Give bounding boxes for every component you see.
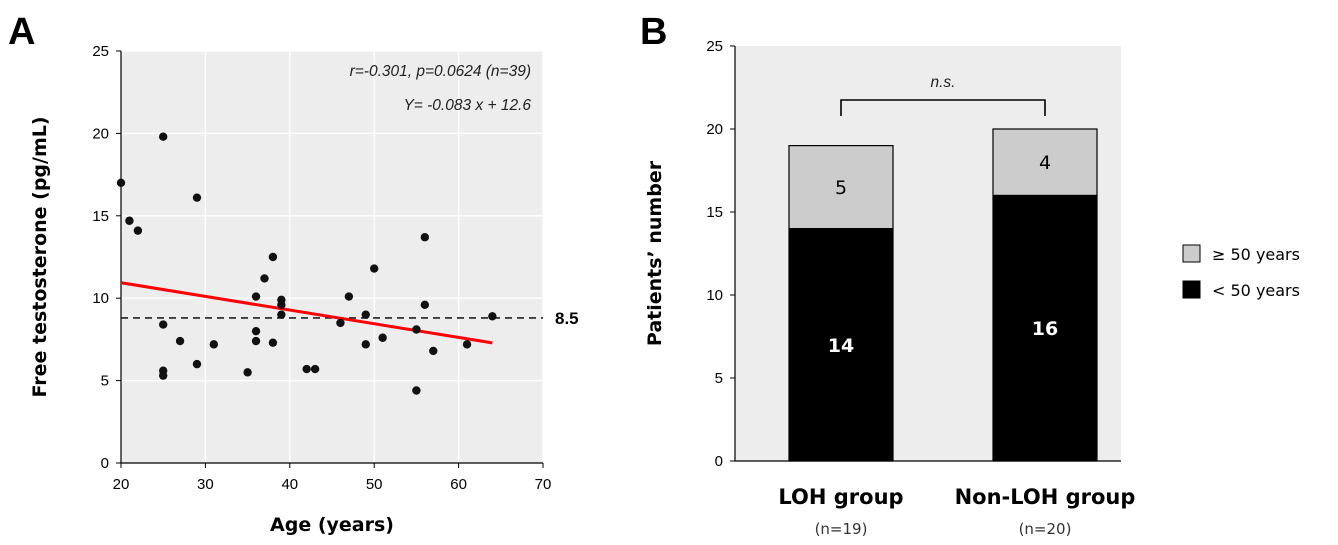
data-point [268, 338, 278, 347]
bar-segment [788, 228, 894, 462]
data-point [361, 310, 370, 319]
data-point [310, 364, 320, 374]
data-point [159, 320, 168, 329]
legend: ≥ 50 years < 50 years [1182, 244, 1300, 300]
data-point [429, 346, 438, 356]
bars: 14 5 16 4 [788, 128, 1098, 462]
data-point [260, 274, 269, 283]
scatter-x-axis-title: Age (years) [270, 514, 394, 536]
y-tick-label: 5 [715, 370, 723, 387]
y-tick-label: 20 [92, 125, 109, 142]
y-tick-label: 15 [706, 204, 723, 221]
x-tick-label: 60 [450, 476, 467, 493]
x-tick-label: 40 [281, 476, 298, 493]
data-point [420, 300, 430, 309]
data-point [277, 310, 286, 319]
data-point [268, 252, 278, 262]
panel-a-letter: A [8, 11, 35, 53]
category-label: LOH group [778, 485, 903, 509]
panel-b-letter: B [640, 11, 667, 53]
category-count: (n=19) [815, 520, 868, 538]
bar-value-label: 4 [1039, 152, 1051, 174]
bar-y-ticks: 0 5 10 15 20 25 [706, 38, 735, 470]
data-point [344, 292, 354, 301]
legend-label: ≥ 50 years [1212, 245, 1300, 264]
category-label: Non-LOH group [955, 485, 1136, 509]
data-point [159, 132, 168, 141]
y-tick-label: 5 [101, 373, 109, 390]
data-point [488, 312, 497, 321]
data-point [125, 216, 134, 225]
data-point [192, 359, 202, 369]
scatter-y-axis-title: Free testosterone (pg/mL) [29, 116, 51, 397]
data-point [175, 336, 185, 346]
y-tick-label: 10 [706, 287, 723, 304]
scatter-plot-area [121, 51, 543, 463]
data-point [420, 233, 430, 242]
data-point [370, 264, 379, 273]
scatter-gridlines [121, 50, 544, 463]
legend-swatch [1182, 244, 1201, 263]
y-tick-label: 0 [715, 453, 723, 470]
data-point [251, 336, 261, 346]
legend-swatch [1182, 280, 1201, 299]
x-tick-label: 30 [197, 476, 214, 493]
bar-category-labels: LOH group (n=19) Non-LOH group (n=20) [778, 485, 1135, 538]
data-point [412, 325, 421, 334]
data-point [462, 340, 472, 349]
data-point [336, 318, 345, 328]
bar-segment [788, 145, 894, 230]
y-tick-label: 10 [92, 290, 109, 307]
y-tick-label: 15 [92, 208, 109, 225]
bar-value-label: 14 [828, 335, 854, 357]
data-point [378, 333, 387, 342]
bar-segment [992, 128, 1098, 197]
data-point [133, 226, 143, 235]
bar-value-label: 5 [835, 177, 847, 199]
regression-line [120, 281, 493, 345]
bar-value-label: 16 [1032, 318, 1058, 340]
comparison-label: n.s. [931, 74, 956, 91]
bar-y-axis-title: Patients’ number [644, 160, 666, 346]
reference-line-label: 8.5 [555, 309, 579, 328]
scatter-chart: 0 5 10 15 20 25 20 30 40 50 60 70 8.5 r=-0.301, p=… [29, 43, 579, 536]
data-point [277, 300, 286, 309]
y-tick-label: 0 [101, 455, 109, 472]
data-point [251, 292, 261, 301]
data-point [251, 326, 261, 336]
bar-segment [992, 194, 1098, 462]
x-tick-label: 20 [113, 476, 130, 493]
scatter-x-ticks: 20 30 40 50 60 70 [113, 463, 552, 493]
data-point [243, 368, 252, 377]
data-point [302, 364, 311, 374]
x-tick-label: 70 [535, 476, 552, 493]
x-tick-label: 50 [366, 476, 383, 493]
data-point [361, 340, 370, 349]
data-point [159, 371, 168, 380]
scatter-points [116, 132, 497, 395]
stacked-bar-chart: 0 5 10 15 20 25 14 5 16 4 LOH group (n=19) Non-LOH… [644, 38, 1300, 538]
data-point [116, 178, 126, 188]
y-tick-label: 25 [92, 43, 109, 60]
data-point [192, 193, 202, 202]
equation-annotation: Y= -0.083 x + 12.6 [403, 97, 531, 114]
legend-label: < 50 years [1212, 281, 1300, 300]
data-point [412, 386, 421, 395]
category-count: (n=20) [1019, 520, 1072, 538]
y-tick-label: 20 [706, 121, 723, 138]
scatter-y-ticks: 0 5 10 15 20 25 [92, 43, 121, 472]
stats-annotation: r=-0.301, p=0.0624 (n=39) [350, 63, 531, 80]
y-tick-label: 25 [706, 38, 723, 55]
comparison-bracket [840, 99, 1046, 116]
data-point [209, 340, 219, 349]
